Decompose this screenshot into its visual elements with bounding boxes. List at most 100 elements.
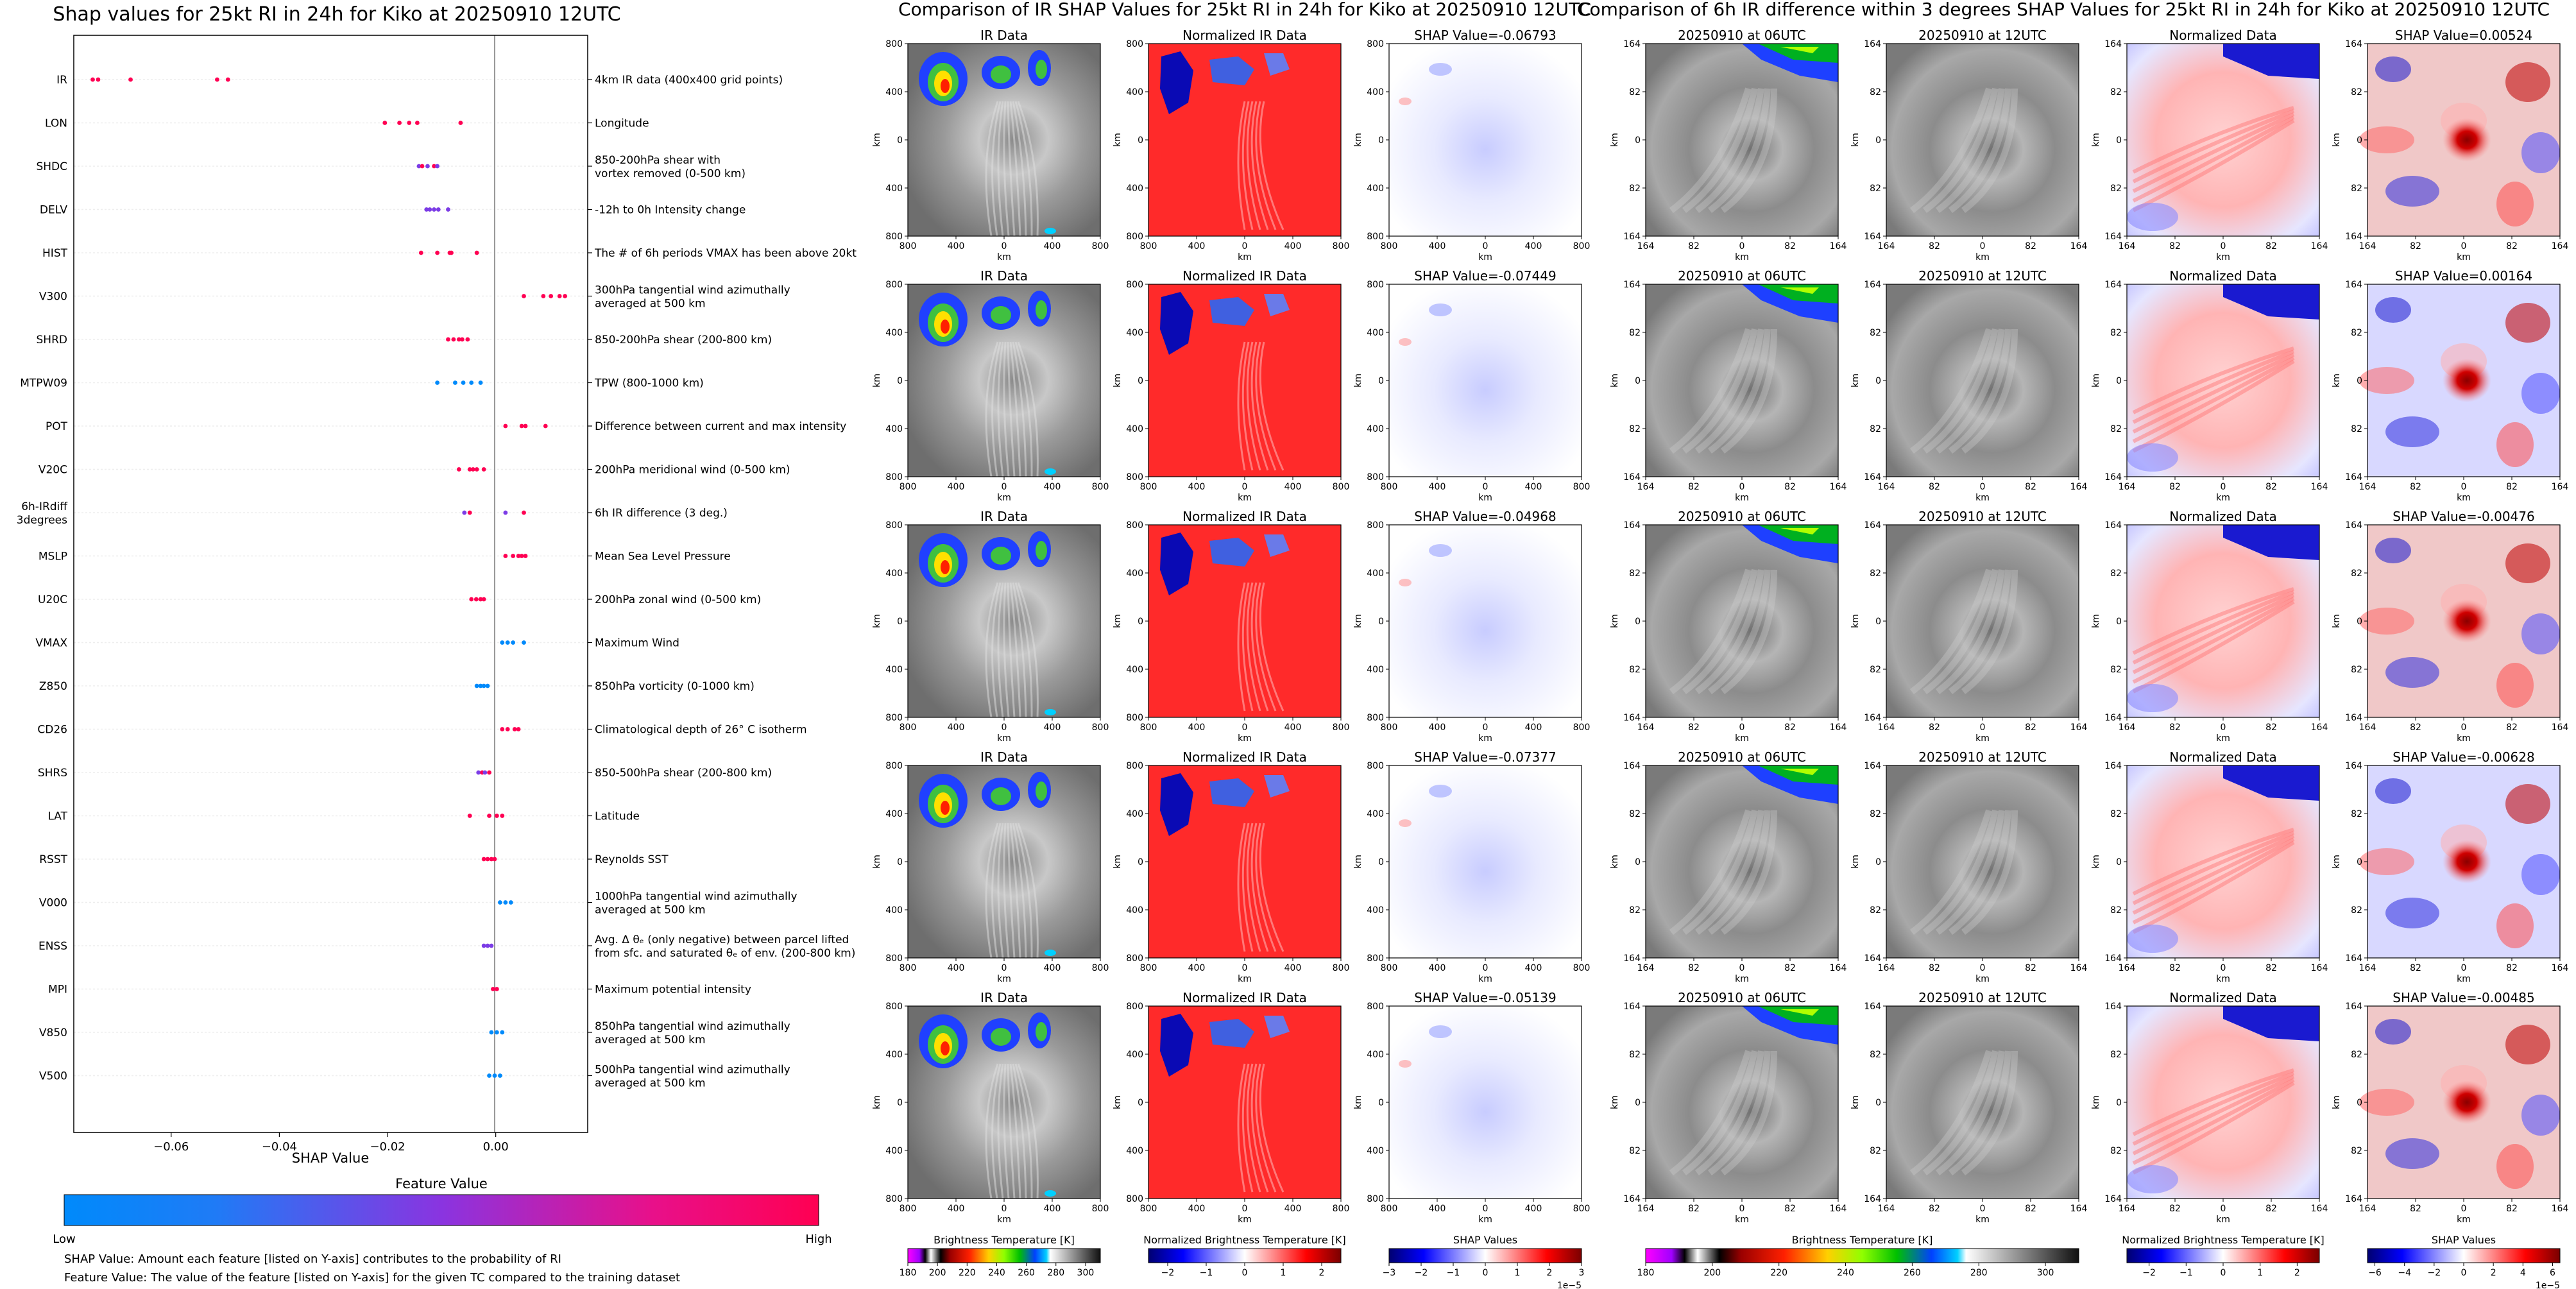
shap-point [418, 250, 423, 255]
x-tick: 82 [2025, 482, 2036, 492]
colorbar [1388, 1248, 1582, 1263]
y-tick: 800 [1367, 280, 1384, 290]
x-tick: 0 [1980, 241, 1986, 252]
x-tick: 800 [1333, 241, 1350, 252]
shap-point [505, 727, 510, 731]
feature-colorbar-high: High [805, 1233, 832, 1246]
x-tick: 800 [1573, 482, 1591, 492]
panel-colorbars: Brightness Temperature [K]180 200 220 240 26… [900, 1234, 2561, 1289]
x-tick: 0 [1739, 722, 1745, 733]
panel-title: Normalized Data [2169, 28, 2277, 43]
x-axis-label: km [1478, 1215, 1492, 1225]
x-tick: 800 [1573, 241, 1591, 252]
panel-title: Normalized Data [2169, 509, 2277, 524]
x-tick: 400 [1044, 722, 1061, 733]
feature-label: Z850 [39, 680, 67, 693]
x-tick: 82 [2169, 482, 2181, 492]
shap-point [523, 554, 528, 558]
x-tick: 82 [2506, 241, 2518, 252]
x-tick: 164 [1637, 1204, 1655, 1214]
shap-point [512, 727, 517, 731]
x-tick: 400 [1284, 722, 1302, 733]
y-tick: 82 [1870, 665, 1881, 675]
y-tick: 82 [2351, 424, 2362, 434]
x-tick: 0 [2221, 241, 2226, 252]
x-tick: 164 [2311, 241, 2328, 252]
colorbar-tick: −6 [2368, 1268, 2382, 1278]
x-tick: 82 [2506, 482, 2518, 492]
y-tick: 164 [1623, 761, 1641, 771]
x-tick: 82 [2169, 722, 2181, 733]
feature-description: TPW (800-1000 km) [594, 377, 704, 390]
x-axis-label: km [997, 252, 1011, 262]
y-axis-label: km [1610, 855, 1620, 869]
x-tick: 164 [1830, 1204, 1847, 1214]
x-axis-label: km [2216, 733, 2230, 744]
feature-label: V300 [39, 291, 67, 303]
colorbar-tick: 300 [1077, 1268, 1095, 1278]
y-tick: 0 [2357, 857, 2362, 867]
y-tick: 164 [2104, 761, 2122, 771]
shap-point [500, 640, 505, 645]
colorbar [1148, 1248, 1342, 1263]
y-tick: 0 [1875, 135, 1881, 146]
y-axis-label: km [1610, 1095, 1620, 1109]
x-tick: 0 [1242, 482, 1248, 492]
feature-description: 1000hPa tangential wind azimuthally [595, 891, 798, 903]
colorbar-tick: 0 [1483, 1268, 1488, 1278]
panel-title: Normalized Data [2169, 749, 2277, 765]
y-tick: 82 [1629, 568, 1641, 579]
feature-description: Difference between current and max inten… [595, 420, 846, 433]
y-tick: 164 [2345, 520, 2362, 531]
colorbar-tick: 280 [1047, 1268, 1064, 1278]
x-axis-label: km [1238, 733, 1252, 744]
y-tick: 800 [1367, 1002, 1384, 1012]
shap-point [478, 380, 483, 385]
y-tick: 800 [1126, 472, 1143, 482]
colorbar-tick: 260 [1904, 1268, 1921, 1278]
x-tick: 400 [1284, 241, 1302, 252]
x-tick: 400 [1284, 963, 1302, 973]
shap-point [487, 770, 491, 775]
y-tick: 82 [1870, 905, 1881, 916]
x-tick: 400 [1044, 1204, 1061, 1214]
y-axis-label: km [2332, 133, 2342, 147]
colorbar-tick: 2 [1319, 1268, 1325, 1278]
colorbar-tick: 0 [2221, 1268, 2226, 1278]
colorbar [2126, 1248, 2320, 1263]
x-tick: 0 [1002, 722, 1007, 733]
x-tick: 82 [1929, 482, 1940, 492]
y-tick: 82 [2110, 1146, 2122, 1156]
y-tick: 400 [1367, 328, 1384, 338]
panel-title: IR Data [980, 268, 1028, 284]
y-axis-label: km [1610, 614, 1620, 628]
x-tick: 0 [1242, 963, 1248, 973]
shap-point [481, 597, 486, 602]
feature-label: V20C [38, 464, 67, 477]
x-tick: 400 [1525, 482, 1542, 492]
x-tick: 400 [1429, 1204, 1446, 1214]
feature-label: IR [56, 74, 67, 87]
x-tick: 164 [1830, 241, 1847, 252]
feature-description: vortex removed (0-500 km) [595, 167, 746, 180]
x-tick: 164 [2119, 963, 2136, 973]
x-tick: 400 [1044, 963, 1061, 973]
x-tick: 0 [1483, 482, 1488, 492]
ir-row: IR Data80080040040000400400800800kmkmNor… [872, 28, 1590, 262]
x-tick: 800 [1381, 722, 1398, 733]
y-tick: 400 [1126, 905, 1143, 916]
y-tick: 164 [1623, 953, 1641, 964]
summary-feature-descriptions: 4km IR data (400x400 grid points) Longitu… [588, 74, 857, 1090]
x-tick: 400 [948, 241, 965, 252]
shap-point [446, 337, 450, 342]
panel-title: IR Data [980, 749, 1028, 765]
shap-point [425, 164, 430, 169]
x-tick: 800 [900, 1204, 917, 1214]
shap-point [465, 337, 470, 342]
y-tick: 0 [2357, 376, 2362, 386]
x-tick: 400 [948, 1204, 965, 1214]
x-tick: 164 [2119, 482, 2136, 492]
panel-title: SHAP Value=-0.00476 [2393, 509, 2534, 524]
shap-point [485, 683, 490, 688]
x-tick: 164 [2311, 963, 2328, 973]
